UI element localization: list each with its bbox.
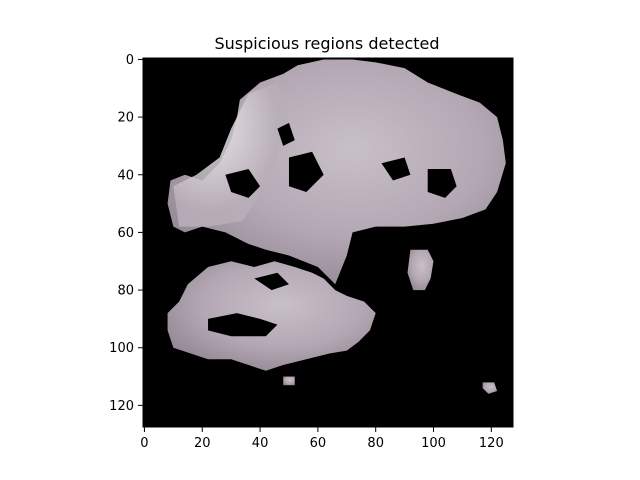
y-tick-label: 60 (117, 226, 134, 241)
regions-layer (167, 59, 506, 394)
x-tick-label: 0 (140, 436, 148, 451)
y-tick-label: 120 (109, 399, 134, 414)
y-tick-label: 100 (109, 341, 134, 356)
region-hole-left-mid (225, 168, 261, 198)
x-tick-label: 80 (367, 436, 384, 451)
region-hole-eye (381, 157, 411, 181)
region-highlight (173, 82, 289, 227)
x-tick-label: 60 (310, 436, 327, 451)
plot-frame (142, 57, 514, 428)
region-tiny-dot-bottom (283, 376, 295, 386)
region-lower-cloud (167, 261, 376, 371)
y-axis: 0 20 40 60 80 100 120 (109, 53, 143, 414)
region-hole-right (427, 168, 457, 198)
x-tick-label: 20 (194, 436, 211, 451)
y-tick-label: 0 (126, 53, 134, 68)
holes-layer (208, 122, 457, 337)
region-hole-top-left (277, 122, 295, 146)
y-tick-label: 80 (117, 284, 134, 299)
region-hole-center (288, 151, 324, 193)
chart-title: Suspicious regions detected (214, 34, 439, 53)
region-hole-lower-2 (254, 272, 289, 291)
x-axis: 0 20 40 60 80 100 120 (140, 427, 504, 451)
plot-area (142, 57, 514, 428)
y-tick-label: 20 (117, 111, 134, 126)
region-hole-lower-1 (208, 313, 278, 337)
x-tick-label: 40 (252, 436, 269, 451)
region-right-blob (407, 249, 434, 291)
x-tick-label: 120 (479, 436, 504, 451)
x-tick-label: 100 (421, 436, 446, 451)
region-small-dot-bottom (482, 382, 498, 394)
y-tick-label: 40 (117, 168, 134, 183)
